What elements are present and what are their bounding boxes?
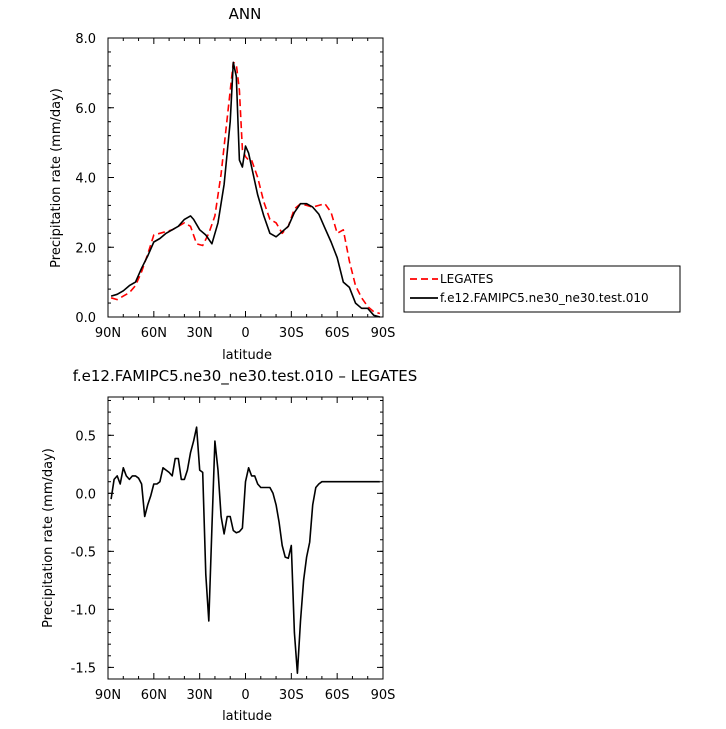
x-axis-label: latitude xyxy=(222,348,272,363)
y-tick-label: -1.0 xyxy=(71,603,96,618)
y-tick-label: -1.5 xyxy=(71,661,96,676)
y-tick-label: 6.0 xyxy=(75,102,96,117)
chart-difference: f.e12.FAMIPC5.ne30_ne30.test.010 – LEGAT… xyxy=(41,367,417,724)
x-tick-label: 0 xyxy=(241,688,249,703)
x-axis-label: latitude xyxy=(222,709,272,724)
legend: LEGATES f.e12.FAMIPC5.ne30_ne30.test.010 xyxy=(403,265,681,313)
y-tick-label: -0.5 xyxy=(71,545,96,560)
y-tick-label: 4.0 xyxy=(75,172,96,187)
x-tick-label: 60S xyxy=(325,688,350,703)
y-tick-label: 2.0 xyxy=(75,241,96,256)
x-tick-label: 30S xyxy=(279,326,304,341)
plot-area: 90N 60N 30N 0 30S 60S 90S 0.5 0.0 -0.5 -1.0 -1.5 xyxy=(71,396,396,703)
legend-label-model: f.e12.FAMIPC5.ne30_ne30.test.010 xyxy=(440,291,649,305)
plot-frame xyxy=(107,396,384,680)
x-tick-label: 60N xyxy=(141,688,167,703)
y-tick-label: 8.0 xyxy=(75,32,96,47)
chart-annual-precipitation: ANN Precipitation rate (mm/day) latitude… xyxy=(49,5,681,363)
y-tick-label: 0.5 xyxy=(75,429,96,444)
y-axis-label: Precipitation rate (mm/day) xyxy=(41,448,56,628)
legend-label-legates: LEGATES xyxy=(440,272,493,286)
series-line-0 xyxy=(110,426,380,675)
legend-box xyxy=(403,265,681,313)
chart-title: ANN xyxy=(229,5,262,23)
x-tick-label: 90N xyxy=(95,688,121,703)
series-line-1 xyxy=(110,61,381,318)
x-tick-label: 30S xyxy=(279,688,304,703)
y-axis-label: Precipitation rate (mm/day) xyxy=(49,88,64,268)
x-tick-label: 30N xyxy=(187,326,213,341)
x-tick-label: 90S xyxy=(371,326,396,341)
x-tick-label: 30N xyxy=(187,688,213,703)
y-tick-label: 0.0 xyxy=(75,487,96,502)
chart-title: f.e12.FAMIPC5.ne30_ne30.test.010 – LEGAT… xyxy=(73,367,418,386)
x-tick-label: 90N xyxy=(95,326,121,341)
x-tick-label: 90S xyxy=(371,688,396,703)
plot-area: 90N 60N 30N 0 30S 60S 90S 0.0 2.0 4.0 6.0 8.0 xyxy=(75,32,395,341)
x-tick-label: 0 xyxy=(241,326,249,341)
y-tick-label: 0.0 xyxy=(75,311,96,326)
x-tick-label: 60S xyxy=(325,326,350,341)
series-line-0 xyxy=(110,61,381,315)
x-tick-label: 60N xyxy=(141,326,167,341)
